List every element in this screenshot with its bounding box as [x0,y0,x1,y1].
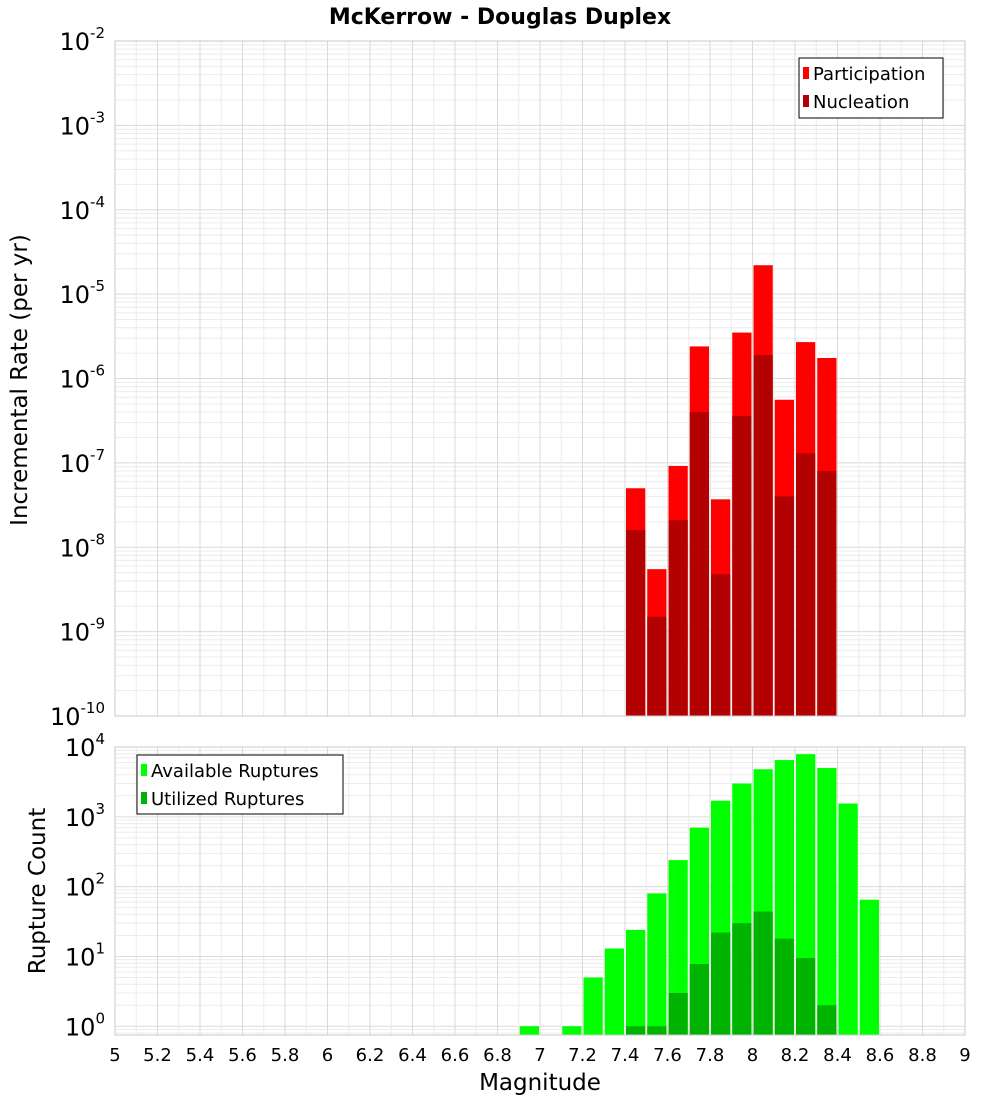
bar [604,948,624,1035]
y-tick-label: 102 [65,870,105,902]
x-tick-label: 7.4 [611,1045,640,1066]
y-tick-label: 10-5 [59,277,105,309]
legend-label: Nucleation [813,92,909,113]
y-tick-label: 10-8 [59,530,105,562]
legend-label: Participation [813,64,925,85]
y-tick-label: 10-9 [59,615,105,647]
bar [817,768,837,1035]
bar [817,471,837,716]
x-tick-label: 5.4 [186,1045,215,1066]
bottom-y-axis-label: Rupture Count [25,808,51,974]
x-tick-labels: 5 5.2 5.4 5.6 5.8 6 6.2 6.4 6.6 6.8 7 7.2 7.4 7.6 7.8 8… [109,1045,970,1066]
x-tick-label: 8.6 [866,1045,895,1066]
bar [732,923,752,1035]
bar [689,963,709,1035]
legend-label: Available Ruptures [151,761,319,782]
x-tick-label: 5 [109,1045,120,1066]
bar [626,929,646,1035]
y-tick-label: 103 [65,800,105,832]
legend-swatch [803,95,809,107]
x-tick-label: 8 [747,1045,758,1066]
x-tick-label: 7.2 [568,1045,597,1066]
panel-0: 10-10 10-9 10-8 10-7 10-6 10-5 10-4 10-3 10-2 Par… [50,24,966,731]
bar [774,938,794,1035]
bar [647,1026,667,1035]
x-tick-label: 6.4 [398,1045,427,1066]
x-tick-label: 6.2 [356,1045,385,1066]
plot-border-0 [114,40,966,717]
bar [796,958,816,1035]
x-tick-label: 6.6 [441,1045,470,1066]
plot-border-1 [114,746,966,1036]
x-tick-label: 5.8 [271,1045,300,1066]
bar [796,453,816,716]
series-utilized-ruptures [626,911,837,1035]
bar [753,911,773,1035]
y-tick-label: 101 [65,939,105,971]
x-tick-label: 5.6 [228,1045,257,1066]
bar [626,1026,646,1035]
bar [774,496,794,716]
chart-title: McKerrow - Douglas Duplex [329,5,671,30]
y-tick-label: 10-4 [59,193,105,225]
grid-0 [114,40,966,717]
x-tick-label: 7.6 [653,1045,682,1066]
bar [647,616,667,716]
bar [711,932,731,1035]
y-tick-label: 10-2 [59,24,105,56]
legend-swatch [141,792,147,804]
bar [817,1005,837,1035]
bar [583,977,603,1035]
bar [859,899,879,1035]
legend-swatch [803,67,809,79]
bar [753,354,773,716]
bar [647,893,667,1035]
bar [562,1026,582,1035]
bar [732,415,752,716]
y-tick-label: 100 [65,1009,105,1041]
bar [668,520,688,716]
bar [668,860,688,1035]
x-tick-label: 9 [959,1045,970,1066]
x-tick-label: 5.2 [143,1045,172,1066]
x-tick-label: 8.2 [781,1045,810,1066]
x-tick-label: 7 [534,1045,545,1066]
x-tick-label: 6 [322,1045,333,1066]
x-tick-label: 8.4 [823,1045,852,1066]
bar [668,992,688,1035]
x-axis-label: Magnitude [479,1070,601,1096]
legend-box [798,57,944,119]
top-y-axis-label: Incremental Rate (per yr) [7,234,33,526]
y-tick-label: 10-6 [59,362,105,394]
legend-box [136,754,344,815]
legend-1: Available Ruptures Utilized Ruptures [136,754,344,815]
y-tick-label: 104 [65,730,105,762]
legend-0: Participation Nucleation [798,57,944,119]
bar [838,803,858,1035]
bar [519,1026,539,1035]
y-tick-label: 10-3 [59,108,105,140]
y-tick-label: 10-7 [59,446,105,478]
y-tick-label: 10-10 [50,699,105,731]
x-tick-label: 7.8 [696,1045,725,1066]
panel-1: 100 101 102 103 104 Available Ruptures Utilize… [65,730,966,1041]
bar [689,412,709,716]
bar [711,574,731,716]
legend-label: Utilized Ruptures [151,789,304,810]
bar [626,530,646,716]
series-nucleation [626,354,837,716]
x-tick-label: 6.8 [483,1045,512,1066]
legend-swatch [141,764,147,776]
x-tick-label: 8.8 [908,1045,937,1066]
